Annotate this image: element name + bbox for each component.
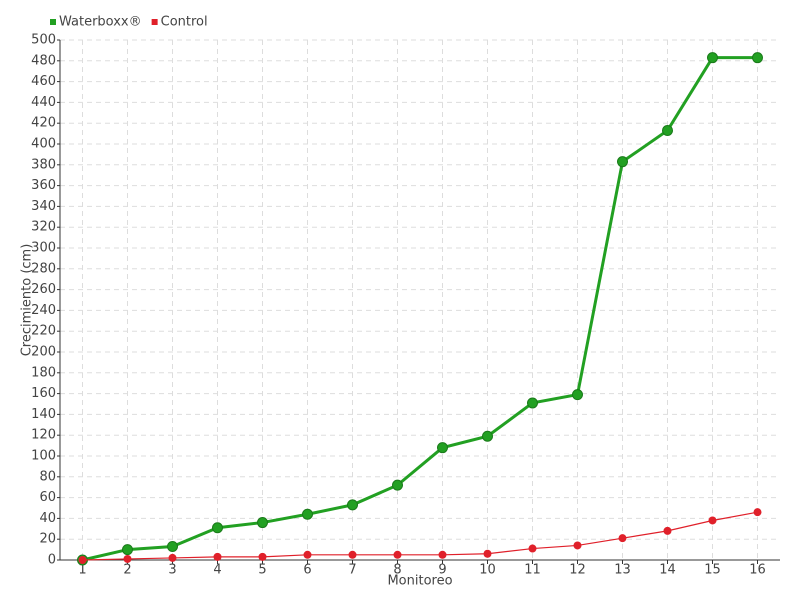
data-point [617, 156, 628, 168]
y-tick-label: 500 [31, 33, 56, 48]
y-tick-label: 0 [48, 553, 56, 568]
y-tick-label: 200 [31, 345, 56, 360]
data-point [123, 554, 132, 563]
data-point [302, 508, 313, 520]
x-tick-label: 13 [614, 563, 631, 578]
data-point [573, 541, 582, 550]
y-tick-label: 100 [31, 449, 56, 464]
y-tick-label: 300 [31, 241, 56, 256]
x-tick-label: 1 [78, 563, 86, 578]
data-point [438, 550, 447, 559]
y-tick-label: 180 [31, 365, 56, 380]
data-point [258, 552, 267, 561]
x-tick-label: 9 [438, 563, 446, 578]
data-point [663, 526, 672, 535]
data-point [392, 479, 403, 491]
x-axis-label: Monitoreo [387, 574, 452, 589]
x-tick-label: 5 [258, 563, 266, 578]
data-point [572, 389, 583, 401]
x-tick-label: 14 [659, 563, 676, 578]
y-tick-label: 240 [31, 303, 56, 318]
x-tick-label: 6 [303, 563, 311, 578]
y-tick-label: 60 [39, 490, 56, 505]
y-tick-label: 360 [31, 178, 56, 193]
y-tick-label: 40 [39, 511, 56, 526]
data-point [303, 550, 312, 559]
data-point [393, 550, 402, 559]
data-point [662, 124, 673, 136]
x-tick-label: 12 [569, 563, 586, 578]
y-tick-label: 340 [31, 199, 56, 214]
data-point [752, 52, 763, 64]
data-point [257, 517, 268, 529]
data-point [168, 553, 177, 562]
data-point [708, 516, 717, 525]
y-tick-label: 160 [31, 386, 56, 401]
y-tick-label: 260 [31, 282, 56, 297]
data-point [437, 442, 448, 454]
data-point [213, 552, 222, 561]
y-tick-label: 460 [31, 74, 56, 89]
data-point [528, 544, 537, 553]
data-point [212, 522, 223, 534]
y-tick-label: 480 [31, 53, 56, 68]
y-tick-label: 420 [31, 116, 56, 131]
y-tick-label: 380 [31, 157, 56, 172]
x-tick-label: 15 [704, 563, 721, 578]
data-point [347, 499, 358, 511]
y-tick-label: 220 [31, 324, 56, 339]
y-tick-label: 20 [39, 532, 56, 547]
x-tick-label: 2 [123, 563, 131, 578]
data-point [483, 549, 492, 558]
x-tick-label: 11 [524, 563, 541, 578]
y-axis-label: Crecimiento (cm) [20, 244, 35, 357]
y-tick-label: 440 [31, 95, 56, 110]
data-point [753, 508, 762, 517]
data-point [707, 52, 718, 64]
x-tick-label: 4 [213, 563, 221, 578]
data-point [122, 544, 133, 556]
data-point [527, 397, 538, 409]
y-tick-label: 400 [31, 137, 56, 152]
x-tick-label: 10 [479, 563, 496, 578]
y-tick-label: 80 [39, 469, 56, 484]
x-tick-label: 16 [749, 563, 766, 578]
x-tick-label: 8 [393, 563, 401, 578]
x-tick-label: 3 [168, 563, 176, 578]
series-line [82, 56, 758, 562]
data-point [618, 534, 627, 543]
data-point [167, 540, 178, 552]
data-point [348, 550, 357, 559]
y-tick-label: 140 [31, 407, 56, 422]
legend-swatch [151, 19, 158, 25]
y-tick-label: 120 [31, 428, 56, 443]
legend-swatch [50, 19, 56, 25]
x-tick-label: 7 [348, 563, 356, 578]
legend-label: Waterboxx® [59, 15, 142, 30]
legend-label: Control [161, 15, 208, 30]
data-point [78, 556, 87, 564]
series-line [82, 511, 758, 561]
y-tick-label: 320 [31, 220, 56, 235]
data-point [482, 430, 493, 442]
y-tick-label: 280 [31, 261, 56, 276]
